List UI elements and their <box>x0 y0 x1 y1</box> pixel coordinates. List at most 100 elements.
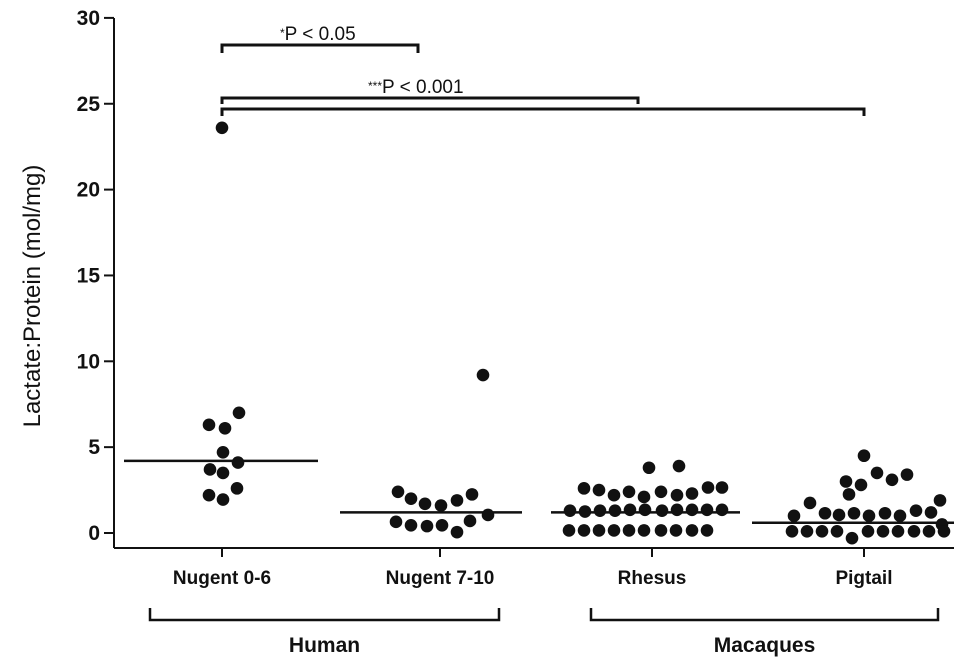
data-point <box>593 504 607 517</box>
data-point <box>216 493 230 506</box>
data-point <box>420 519 434 533</box>
data-point <box>900 468 914 481</box>
category-label: Pigtail <box>835 568 892 589</box>
data-point <box>832 508 846 522</box>
data-point <box>202 488 216 502</box>
data-point <box>715 481 729 494</box>
data-point <box>685 503 699 517</box>
data-point <box>389 515 403 529</box>
data-point <box>592 483 606 497</box>
data-point <box>218 421 232 435</box>
data-point <box>700 503 714 517</box>
data-point <box>685 524 699 537</box>
axes <box>113 18 954 549</box>
group-label: Human <box>289 634 360 657</box>
data-point <box>885 473 899 487</box>
significance-label: *P < 0.05 <box>280 24 356 45</box>
data-point <box>700 524 714 537</box>
significance-text: P < 0.001 <box>382 77 464 98</box>
data-point <box>623 503 637 517</box>
data-point <box>231 456 245 469</box>
data-point <box>924 506 938 519</box>
data-point <box>637 490 651 504</box>
data-point <box>818 506 832 520</box>
y-tick-label: 30 <box>77 7 100 30</box>
data-point <box>830 524 844 538</box>
category-label: Nugent 0-6 <box>173 568 271 589</box>
data-point <box>933 494 947 507</box>
data-point <box>391 485 405 499</box>
data-point <box>672 459 686 473</box>
group-label: Macaques <box>714 634 816 657</box>
y-tick-label: 15 <box>77 264 101 287</box>
data-point <box>815 524 829 538</box>
data-point <box>404 492 418 505</box>
data-point <box>203 463 217 476</box>
data-point <box>842 488 856 501</box>
data-point <box>654 524 668 537</box>
category-label: Nugent 7-10 <box>386 568 495 589</box>
y-ticks: 0 5 10 15 20 25 30 <box>77 7 114 545</box>
significance-label: ***P < 0.001 <box>368 77 464 98</box>
data-point <box>578 505 592 518</box>
data-point <box>607 524 621 537</box>
data-point <box>876 524 890 538</box>
category-labels: Nugent 0-6 Nugent 7-10 Rhesus Pigtail <box>173 548 893 589</box>
data-point <box>434 499 448 512</box>
data-point <box>202 418 216 432</box>
data-point <box>450 525 464 539</box>
data-point <box>670 503 684 517</box>
data-point <box>655 504 669 517</box>
data-point <box>701 481 715 494</box>
data-point <box>622 524 636 537</box>
data-point <box>862 509 876 523</box>
significance-stars: *** <box>368 79 382 93</box>
y-tick-label: 5 <box>88 436 100 459</box>
data-point <box>642 461 656 475</box>
y-tick-label: 20 <box>77 179 100 202</box>
significance-stars: * <box>280 26 285 40</box>
y-tick-label: 25 <box>77 93 101 116</box>
data-point <box>638 503 652 517</box>
data-point <box>861 524 875 538</box>
data-point <box>404 518 418 532</box>
data-point <box>785 524 799 538</box>
significance-bracket <box>220 96 640 104</box>
group-bracket <box>148 608 501 622</box>
data-point <box>607 488 621 502</box>
y-axis-label: Lactate:Protein (mol/mg) <box>19 165 46 428</box>
data-point <box>232 406 246 420</box>
data-point <box>592 524 606 537</box>
data-point <box>891 524 905 538</box>
data-point <box>577 482 591 495</box>
data-point <box>608 504 622 517</box>
data-point <box>715 503 729 517</box>
data-point <box>230 482 244 495</box>
data-point <box>847 506 861 520</box>
data-point <box>854 478 868 492</box>
data-point <box>685 487 699 500</box>
data-point <box>670 488 684 502</box>
data-point <box>909 504 923 517</box>
data-point <box>562 524 576 537</box>
data-point <box>481 508 495 522</box>
data-point <box>669 524 683 537</box>
data-point <box>857 449 871 463</box>
data-point <box>216 466 230 480</box>
data-point <box>465 488 479 501</box>
significance-bracket <box>220 107 866 116</box>
data-point <box>803 496 817 510</box>
category-label: Rhesus <box>618 568 687 589</box>
data-point <box>463 514 477 528</box>
group-bracket <box>589 608 940 622</box>
y-tick-label: 0 <box>88 522 100 545</box>
data-point <box>937 524 951 538</box>
data-point <box>654 485 668 499</box>
data-point <box>435 518 449 532</box>
data-point <box>870 466 884 480</box>
data-point <box>878 506 892 520</box>
data-point <box>418 497 432 511</box>
data-point <box>563 504 577 517</box>
significance-annotations: *P < 0.05 ***P < 0.001 <box>220 24 866 116</box>
data-point <box>787 509 801 523</box>
